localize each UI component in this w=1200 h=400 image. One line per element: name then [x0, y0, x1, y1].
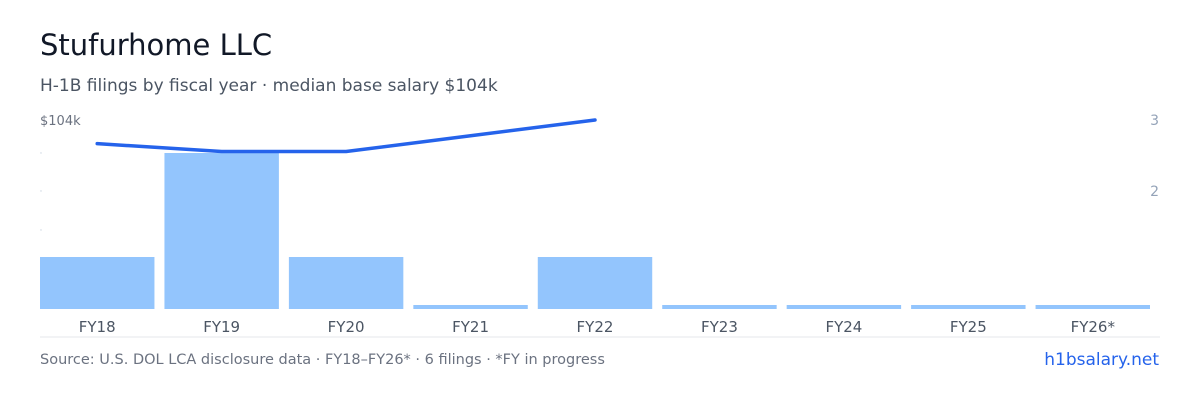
y-left-tick-label: $104k	[40, 114, 81, 129]
bar-FY20	[288, 257, 404, 309]
x-tick-label: FY23	[701, 318, 738, 336]
bar-FY26	[1035, 305, 1150, 309]
bar-FY18	[40, 257, 155, 309]
chart-subtitle: H-1B filings by fiscal year · median bas…	[40, 76, 498, 96]
x-tick-label: FY19	[203, 318, 240, 336]
median-salary-line	[95, 118, 597, 154]
chart-title: Stufurhome LLC	[40, 28, 273, 62]
bar-FY25	[911, 305, 1026, 309]
x-tick-label: FY24	[825, 318, 862, 336]
y-left-minor-tick	[40, 152, 42, 154]
y-left-minor-tick	[40, 190, 42, 192]
x-tick-label: FY25	[950, 318, 987, 336]
x-tick-label: FY26*	[1071, 318, 1116, 336]
x-tick-label: FY20	[328, 318, 365, 336]
bar-FY22	[537, 257, 653, 309]
bar-FY19	[164, 153, 279, 309]
x-tick-label: FY21	[452, 318, 489, 336]
bar-FY24	[786, 305, 902, 309]
x-tick-label: FY22	[577, 318, 614, 336]
brand-link[interactable]: h1bsalary.net	[1044, 350, 1159, 370]
bar-FY23	[662, 305, 777, 309]
y-left-minor-tick	[40, 229, 42, 231]
x-tick-label: FY18	[79, 318, 116, 336]
y-right-tick-label: 2	[1150, 184, 1159, 200]
source-note: Source: U.S. DOL LCA disclosure data · F…	[40, 352, 605, 368]
y-right-tick-label: 3	[1150, 113, 1159, 129]
bar-FY21	[413, 305, 528, 309]
